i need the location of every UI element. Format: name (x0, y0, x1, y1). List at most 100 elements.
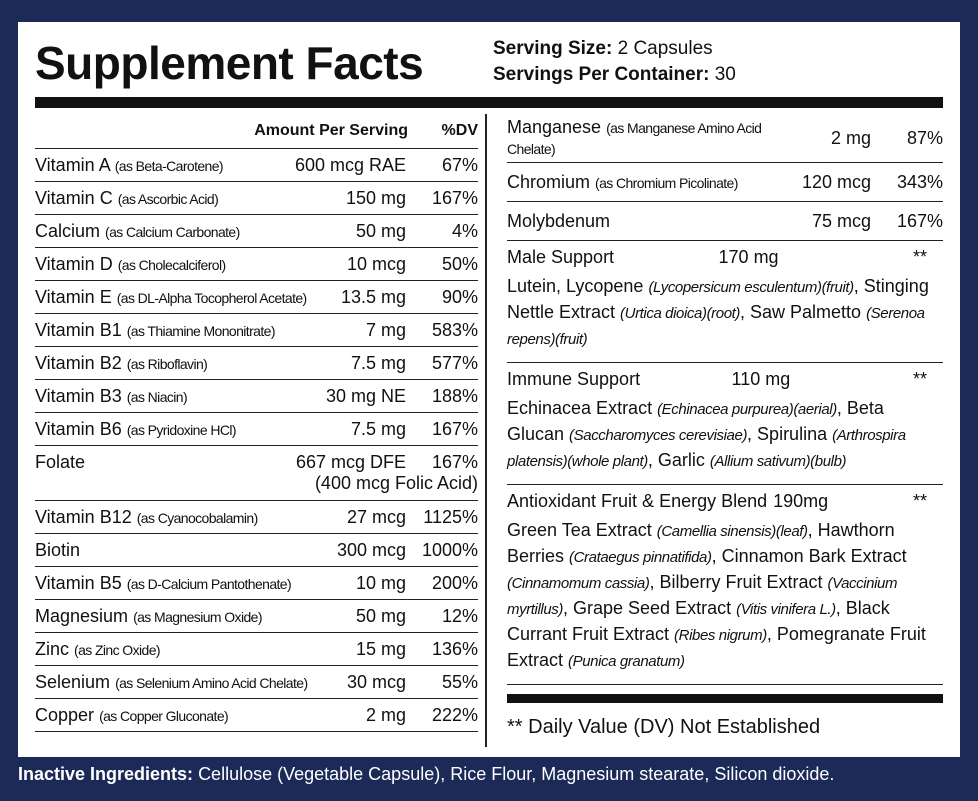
nutrient-name: Calcium (35, 220, 101, 241)
nutrient-row: Vitamin D (as Cholecalciferol) 10 mcg 50% (35, 248, 478, 281)
daily-value: 167% (431, 452, 478, 472)
nutrient-source: (as Riboflavin) (126, 355, 208, 372)
nutrient-row: Calcium (as Calcium Carbonate) 50 mg 4% (35, 215, 478, 248)
nutrient-source: (as Copper Gluconate) (99, 707, 229, 724)
nutrient-row: Vitamin B1 (as Thiamine Mononitrate) 7 mg… (35, 314, 478, 347)
nutrient-name: Chromium (507, 171, 591, 192)
amount: 27 mcg (346, 506, 406, 527)
nutrient-row: Copper (as Copper Gluconate) 2 mg 222% (35, 699, 478, 732)
nutrient-cell: Folate (35, 452, 296, 473)
amount: 300 mcg (336, 539, 406, 560)
amount: 7.5 mg (350, 352, 406, 373)
amount-header: Amount Per Serving (254, 122, 408, 139)
daily-value: 87% (906, 127, 943, 148)
nutrient-name: Vitamin B6 (35, 418, 122, 439)
nutrient-cell: Vitamin C (as Ascorbic Acid) (35, 188, 346, 209)
nutrient-cell: Vitamin B5 (as D-Calcium Pantothenate) (35, 573, 356, 594)
nutrient-row: Vitamin E (as DL-Alpha Tocopherol Acetat… (35, 281, 478, 314)
amount: 50 mg (355, 220, 406, 241)
description-part: (Ribes nigrum) (674, 627, 767, 644)
nutrient-name: Selenium (35, 671, 111, 692)
description-part: (Vaccinium myrtillus) (507, 575, 898, 618)
nutrient-source: (as Selenium Amino Acid Chelate) (115, 674, 308, 691)
nutrient-cell: Vitamin B1 (as Thiamine Mononitrate) (35, 320, 366, 341)
daily-value: 55% (441, 671, 478, 692)
description-part: (Echinacea purpurea)(aerial) (657, 401, 837, 418)
nutrient-row: Manganese (as Manganese Amino Acid Chela… (507, 114, 943, 163)
serving-label: Servings Per Container: (493, 64, 710, 85)
description-part: , Pomegranate Fruit Extract (507, 624, 926, 670)
amount: 13.5 mg (340, 286, 406, 307)
description-part: (Camellia sinensis)(leaf) (656, 523, 808, 540)
nutrient-name: Vitamin B5 (35, 572, 122, 593)
inactive-ingredients: Inactive Ingredients: Cellulose (Vegetab… (18, 764, 834, 785)
nutrient-cell: Vitamin B6 (as Pyridoxine HCl) (35, 419, 351, 440)
amount: 75 mcg (811, 210, 871, 231)
daily-value: 343% (896, 171, 943, 192)
serving-info: Serving Size: 2 Capsules Servings Per Con… (493, 36, 736, 88)
serving-value: 30 (714, 64, 736, 85)
description-part: , Saw Palmetto (740, 302, 867, 322)
blend-dv: ** (913, 491, 928, 511)
nutrient-source: (as Cyanocobalamin) (136, 509, 258, 526)
amount: 150 mg (345, 187, 406, 208)
description-part: (Allium sativum)(bulb) (709, 453, 847, 470)
description-part: (Crataegus pinnatifida) (569, 549, 712, 566)
nutrient-source: (as Thiamine Mononitrate) (126, 322, 276, 339)
description-part: , Bilberry Fruit Extract (649, 572, 828, 592)
daily-value: 1125% (423, 506, 478, 527)
description-part: Green Tea Extract (507, 520, 657, 540)
nutrient-source: (as Manganese Amino Acid Chelate) (507, 120, 762, 157)
blend-description: Green Tea Extract (Camellia sinensis)(le… (507, 518, 943, 674)
nutrient-row: Chromium (as Chromium Picolinate) 120 mcg… (507, 163, 943, 202)
description-part: (Urtica dioica)(root) (620, 305, 741, 322)
nutrient-row: Biotin 300 mcg 1000% (35, 534, 478, 567)
serving-label: Serving Size: (493, 38, 613, 59)
nutrient-cell: Biotin (35, 540, 337, 561)
amount: 15 mg (355, 638, 406, 659)
amount: 50 mg (355, 605, 406, 626)
serving-value: 2 Capsules (617, 38, 713, 59)
serving-line: Servings Per Container: 30 (493, 62, 736, 88)
amount: 7.5 mg (350, 418, 406, 439)
nutrient-row: Vitamin B2 (as Riboflavin) 7.5 mg 577% (35, 347, 478, 380)
daily-value: 167% (431, 418, 478, 439)
title: Supplement Facts (35, 37, 424, 89)
description-part: , Hawthorn Berries (507, 520, 895, 566)
nutrient-cell: Selenium (as Selenium Amino Acid Chelate… (35, 672, 347, 693)
inactive-text: Cellulose (Vegetable Capsule), Rice Flou… (198, 764, 835, 784)
amount: 30 mg NE (325, 385, 406, 406)
blend: Male Support 170 mg ** Lutein, Lycopene (Ly… (507, 241, 943, 363)
nutrient-row: Vitamin B6 (as Pyridoxine HCl) 7.5 mg 167% (35, 413, 478, 446)
nutrient-cell: Molybdenum (507, 211, 777, 232)
nutrient-cell: Vitamin A (as Beta-Carotene) (35, 155, 295, 176)
nutrient-source: (as Calcium Carbonate) (105, 223, 240, 240)
nutrient-cell: Copper (as Copper Gluconate) (35, 705, 366, 726)
daily-value: 167% (431, 187, 478, 208)
blend: Immune Support 110 mg ** Echinacea Extract … (507, 363, 943, 485)
nutrient-cell: Magnesium (as Magnesium Oxide) (35, 606, 356, 627)
daily-value: 67% (441, 154, 478, 175)
nutrient-source: (as Cholecalciferol) (117, 256, 226, 273)
nutrient-cell: Chromium (as Chromium Picolinate) (507, 172, 777, 193)
nutrient-name: Vitamin A (35, 154, 110, 175)
blend-description: Echinacea Extract (Echinacea purpurea)(a… (507, 396, 943, 474)
nutrient-row: Zinc (as Zinc Oxide) 15 mg 136% (35, 633, 478, 666)
nutrient-name: Vitamin E (35, 286, 112, 307)
amount: 30 mcg (346, 671, 406, 692)
nutrient-row: Vitamin A (as Beta-Carotene) 600 mcg RAE 6… (35, 149, 478, 182)
amount: 600 mcg RAE (294, 154, 406, 175)
description-part: , Grape Seed Extract (563, 598, 737, 618)
nutrient-name: Vitamin B12 (35, 506, 132, 527)
description-part: , Garlic (647, 450, 710, 470)
blend-name: Male Support (507, 247, 615, 267)
nutrient-row: Molybdenum 75 mcg 167% (507, 202, 943, 241)
blend-header: Male Support 170 mg ** (507, 247, 943, 268)
daily-value: 583% (431, 319, 478, 340)
nutrient-source: (as Beta-Carotene) (114, 157, 224, 174)
nutrient-name: Vitamin D (35, 253, 113, 274)
description-part: , Black Currant Fruit Extract (507, 598, 890, 644)
blend-header: Antioxidant Fruit & Energy Blend 190mg ** (507, 491, 943, 512)
daily-value: 4% (451, 220, 478, 241)
blend-dv: ** (913, 247, 928, 267)
